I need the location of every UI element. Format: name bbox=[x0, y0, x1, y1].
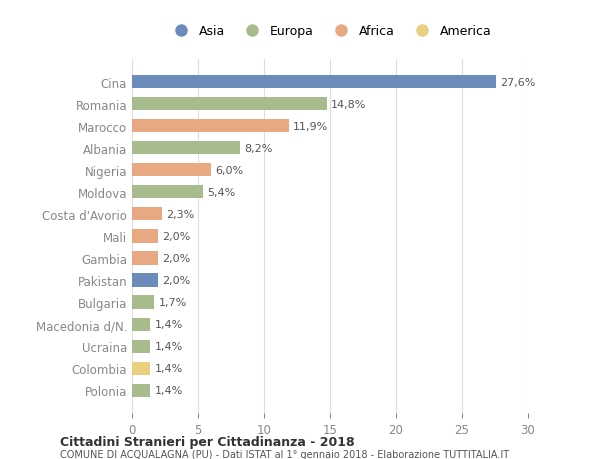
Text: COMUNE DI ACQUALAGNA (PU) - Dati ISTAT al 1° gennaio 2018 - Elaborazione TUTTITA: COMUNE DI ACQUALAGNA (PU) - Dati ISTAT a… bbox=[60, 449, 509, 459]
Bar bbox=[132, 120, 289, 133]
Bar bbox=[132, 142, 240, 155]
Bar bbox=[132, 186, 203, 199]
Text: 14,8%: 14,8% bbox=[331, 99, 367, 109]
Text: 2,0%: 2,0% bbox=[163, 253, 191, 263]
Text: 1,4%: 1,4% bbox=[154, 364, 182, 374]
Bar bbox=[132, 384, 151, 397]
Text: 8,2%: 8,2% bbox=[244, 143, 272, 153]
Text: 1,4%: 1,4% bbox=[154, 319, 182, 330]
Text: 27,6%: 27,6% bbox=[500, 78, 536, 87]
Bar bbox=[132, 98, 328, 111]
Text: 2,0%: 2,0% bbox=[163, 231, 191, 241]
Text: 11,9%: 11,9% bbox=[293, 121, 328, 131]
Bar bbox=[132, 362, 151, 375]
Bar bbox=[132, 318, 151, 331]
Bar bbox=[132, 76, 496, 89]
Text: 2,3%: 2,3% bbox=[166, 209, 194, 219]
Text: 1,4%: 1,4% bbox=[154, 341, 182, 352]
Bar bbox=[132, 230, 158, 243]
Bar bbox=[132, 274, 158, 287]
Bar bbox=[132, 340, 151, 353]
Bar bbox=[132, 252, 158, 265]
Text: 1,7%: 1,7% bbox=[158, 297, 187, 308]
Text: 5,4%: 5,4% bbox=[207, 187, 235, 197]
Text: 1,4%: 1,4% bbox=[154, 386, 182, 395]
Text: 2,0%: 2,0% bbox=[163, 275, 191, 285]
Bar bbox=[132, 208, 163, 221]
Text: Cittadini Stranieri per Cittadinanza - 2018: Cittadini Stranieri per Cittadinanza - 2… bbox=[60, 435, 355, 448]
Text: 6,0%: 6,0% bbox=[215, 165, 243, 175]
Bar bbox=[132, 164, 211, 177]
Legend: Asia, Europa, Africa, America: Asia, Europa, Africa, America bbox=[164, 20, 496, 43]
Bar bbox=[132, 296, 154, 309]
